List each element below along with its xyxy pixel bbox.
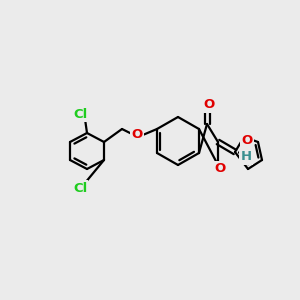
Text: O: O	[131, 128, 142, 140]
Text: Cl: Cl	[73, 182, 87, 194]
Text: H: H	[240, 151, 252, 164]
Text: O: O	[242, 134, 253, 148]
Text: Cl: Cl	[73, 107, 87, 121]
Text: O: O	[203, 98, 214, 112]
Text: O: O	[214, 163, 226, 176]
